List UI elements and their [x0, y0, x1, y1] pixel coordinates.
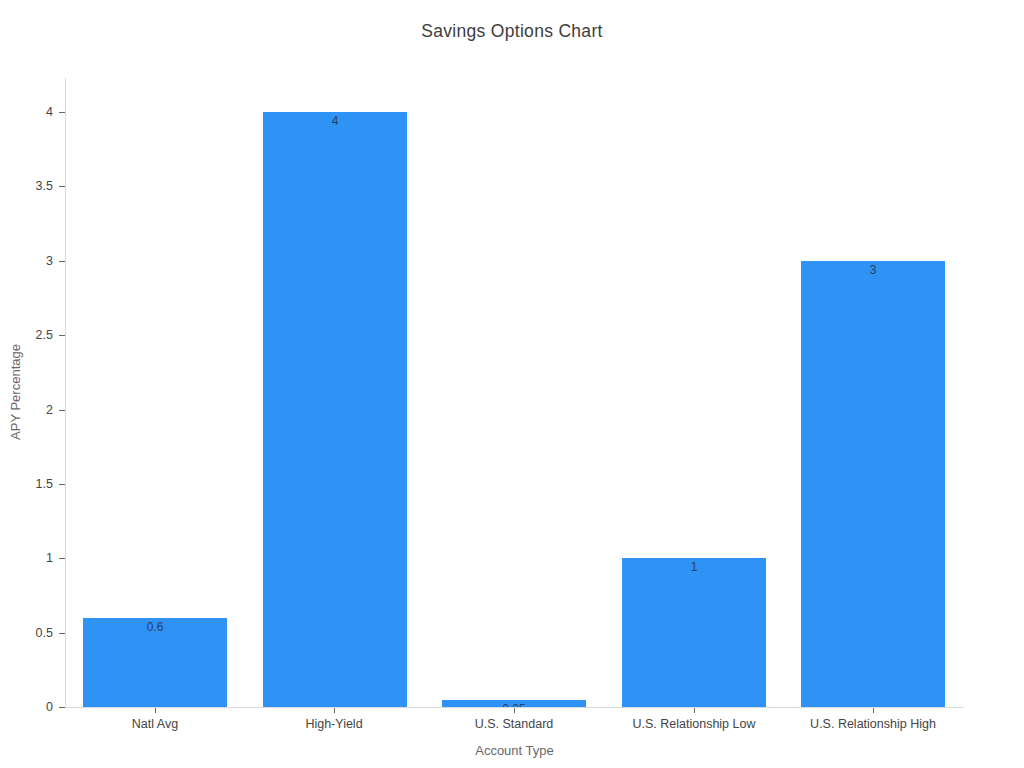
- bar-value-label: 1: [622, 560, 766, 574]
- y-tick-mark: [59, 335, 65, 336]
- y-axis-line: [65, 78, 66, 707]
- y-tick-mark: [59, 410, 65, 411]
- x-tick-mark: [155, 708, 156, 713]
- x-tick-label: U.S. Relationship Low: [604, 717, 784, 732]
- bar-value-label: 0.05: [442, 702, 586, 707]
- chart-title: Savings Options Chart: [0, 21, 1024, 42]
- bar-value-label: 4: [263, 114, 407, 128]
- bar: 4: [263, 112, 407, 707]
- y-tick-label: 1.5: [8, 477, 53, 491]
- x-axis-title: Account Type: [65, 743, 964, 758]
- y-tick-label: 3: [8, 254, 53, 268]
- chart-canvas: Savings Options Chart 00.511.522.533.54 …: [0, 0, 1024, 768]
- bar: 0.05: [442, 700, 586, 707]
- x-tick-label: U.S. Standard: [424, 717, 604, 732]
- y-tick-mark: [59, 484, 65, 485]
- y-tick-mark: [59, 558, 65, 559]
- x-tick-mark: [514, 708, 515, 713]
- bar: 1: [622, 558, 766, 707]
- y-tick-label: 0.5: [8, 626, 53, 640]
- y-tick-mark: [59, 633, 65, 634]
- x-tick-label: U.S. Relationship High: [783, 717, 963, 732]
- x-tick-label: High-Yield: [244, 717, 424, 732]
- y-tick-mark: [59, 186, 65, 187]
- y-tick-label: 3.5: [8, 179, 53, 193]
- y-tick-mark: [59, 112, 65, 113]
- y-tick-mark: [59, 707, 65, 708]
- bar-value-label: 3: [801, 263, 945, 277]
- y-tick-label: 4: [8, 105, 53, 119]
- y-tick-mark: [59, 261, 65, 262]
- x-tick-mark: [334, 708, 335, 713]
- bar: 3: [801, 261, 945, 707]
- x-tick-mark: [694, 708, 695, 713]
- x-tick-label: Natl Avg: [65, 717, 245, 732]
- y-axis-title: APY Percentage: [8, 344, 23, 440]
- bar: 0.6: [83, 618, 227, 707]
- x-tick-mark: [873, 708, 874, 713]
- y-tick-label: 1: [8, 551, 53, 565]
- y-tick-label: 2.5: [8, 328, 53, 342]
- bar-value-label: 0.6: [83, 620, 227, 634]
- y-tick-label: 0: [8, 700, 53, 714]
